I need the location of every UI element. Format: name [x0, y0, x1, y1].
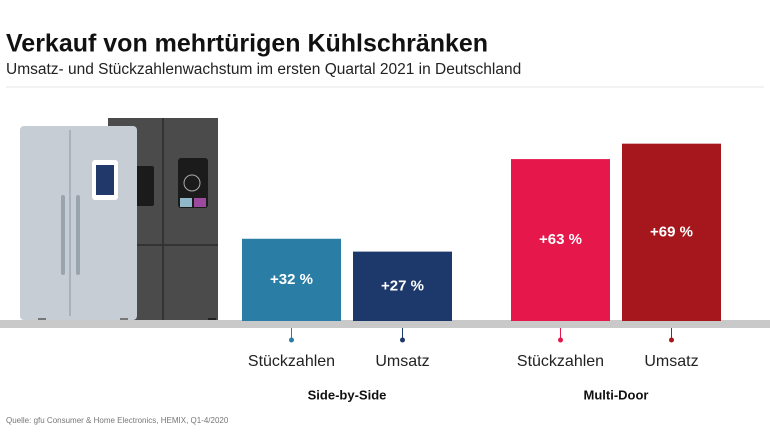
category-label: Umsatz	[644, 353, 698, 370]
category-label: Stückzahlen	[248, 353, 335, 370]
value-label: +32 %	[270, 271, 313, 288]
category-label: Umsatz	[375, 353, 429, 370]
baseline	[0, 320, 770, 328]
marker-dot	[558, 337, 563, 343]
value-label: +63 %	[539, 231, 582, 248]
marker-dot	[400, 337, 405, 343]
bar	[353, 251, 452, 321]
source-note: Quelle: gfu Consumer & Home Electronics,…	[6, 416, 229, 425]
chart-subtitle: Umsatz- und Stückzahlenwachstum im erste…	[6, 61, 521, 78]
marker-dot	[289, 337, 294, 343]
value-label: +27 %	[381, 277, 424, 294]
bar	[242, 238, 341, 321]
marker-dot	[669, 337, 674, 343]
bar	[511, 159, 610, 321]
chart-title: Verkauf von mehrtürigen Kühlschränken	[6, 30, 488, 58]
bar	[622, 143, 721, 321]
fridge-illustration	[20, 118, 218, 323]
value-label: +69 %	[650, 223, 693, 240]
group-label: Multi-Door	[584, 387, 649, 402]
category-label: Stückzahlen	[517, 353, 604, 370]
group-label: Side-by-Side	[308, 387, 387, 402]
